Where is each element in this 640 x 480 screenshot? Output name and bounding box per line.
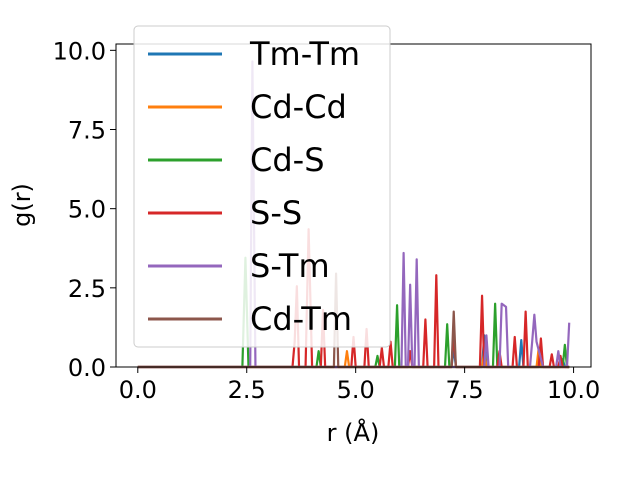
x-axis-title: r (Å) bbox=[327, 418, 380, 447]
x-tick-label: 7.5 bbox=[446, 376, 484, 404]
x-axis: 0.0 2.5 5.0 7.5 10.0 bbox=[119, 367, 600, 404]
y-tick-label: 2.5 bbox=[68, 275, 106, 303]
y-tick-label: 5.0 bbox=[68, 196, 106, 224]
legend-box bbox=[133, 25, 391, 348]
legend-label-cd-s: Cd-S bbox=[250, 141, 325, 179]
x-tick-label: 5.0 bbox=[337, 376, 375, 404]
legend-label-s-s: S-S bbox=[250, 194, 302, 232]
legend-label-cd-cd: Cd-Cd bbox=[250, 88, 347, 126]
y-axis: 0.0 2.5 5.0 7.5 10.0 bbox=[53, 37, 116, 382]
legend-label-s-tm: S-Tm bbox=[250, 247, 330, 285]
legend-label-cd-tm: Cd-Tm bbox=[250, 300, 352, 338]
y-tick-label: 10.0 bbox=[53, 37, 106, 65]
legend: Tm-Tm Cd-Cd Cd-S S-S S-Tm Cd-Tm bbox=[133, 25, 391, 348]
x-tick-label: 2.5 bbox=[228, 376, 266, 404]
y-axis-title: g(r) bbox=[8, 183, 36, 227]
x-tick-label: 0.0 bbox=[119, 376, 157, 404]
legend-label-tm-tm: Tm-Tm bbox=[249, 35, 360, 73]
y-tick-label: 0.0 bbox=[68, 354, 106, 382]
x-tick-label: 10.0 bbox=[547, 376, 600, 404]
y-tick-label: 7.5 bbox=[68, 117, 106, 145]
